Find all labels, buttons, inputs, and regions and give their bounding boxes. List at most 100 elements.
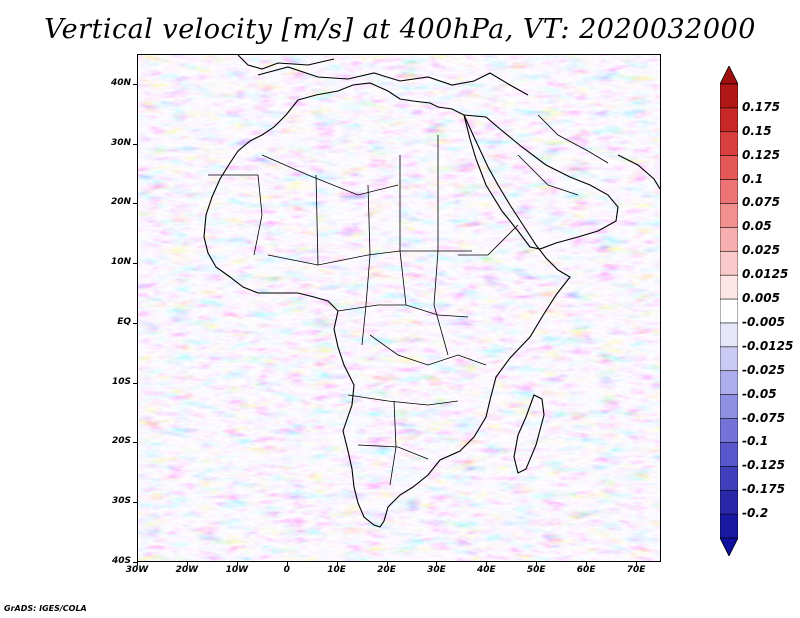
colorbar-segment xyxy=(720,298,738,324)
lon-tick-label: 0 xyxy=(283,565,290,575)
colorbar-segment xyxy=(720,274,738,300)
colorbar-top-arrow xyxy=(720,66,738,85)
mediterranean-coast xyxy=(257,66,529,96)
lon-tick-label: 20E xyxy=(377,565,396,575)
lat-tick-mark xyxy=(133,143,137,145)
border-southern-africa-1 xyxy=(347,394,459,406)
colorbar-segment xyxy=(720,107,738,133)
colorbar-segment xyxy=(720,489,738,515)
lon-tick-label: 10E xyxy=(327,565,346,575)
lat-tick-mark xyxy=(133,502,137,504)
lat-tick-label: 20S xyxy=(111,436,131,447)
border-sahara-south xyxy=(267,250,472,266)
madagascar-coastline xyxy=(513,394,545,474)
colorbar-segment xyxy=(720,155,738,181)
lon-tick-label: 10W xyxy=(225,565,249,575)
colorbar-level-label: 0.005 xyxy=(742,291,780,306)
border-middle-east xyxy=(537,114,609,164)
lon-tick-mark xyxy=(137,562,138,566)
europe-coast xyxy=(237,55,335,70)
colorbar-level-label: 0.025 xyxy=(742,243,780,258)
border-sahara-west xyxy=(208,174,263,256)
border-meridian-3 xyxy=(399,155,407,306)
colorbar-level-label: -0.0125 xyxy=(742,338,794,353)
lat-tick-mark xyxy=(133,382,137,384)
colorbar-level-label: 0.175 xyxy=(742,99,780,114)
colorbar-level-label: -0.05 xyxy=(742,386,777,401)
border-meridian-1 xyxy=(315,174,319,266)
lon-tick-label: 30E xyxy=(427,565,446,575)
colorbar-level-label: -0.075 xyxy=(742,410,785,425)
colorbar-segment xyxy=(720,131,738,157)
colorbar-segment xyxy=(720,203,738,228)
country-borders xyxy=(208,114,609,486)
border-southern-africa-3 xyxy=(389,400,397,486)
lat-tick-mark xyxy=(133,562,137,563)
colorbar-level-label: -0.1 xyxy=(742,434,769,449)
lon-tick-mark xyxy=(636,562,638,566)
lon-tick-label: 70E xyxy=(626,565,646,575)
arabia-coastline xyxy=(463,114,619,250)
colorbar-segment xyxy=(720,394,738,420)
lon-tick-mark xyxy=(536,562,538,566)
map-title: Vertical velocity [m/s] at 400hPa, VT: 2… xyxy=(44,14,756,45)
lat-tick-label: EQ xyxy=(117,316,131,327)
colorbar-segment xyxy=(720,322,738,348)
colorbar-bottom-arrow xyxy=(720,537,738,556)
lat-tick-label: 40N xyxy=(110,77,131,88)
lon-tick-mark xyxy=(436,562,438,566)
lat-tick-label: 30N xyxy=(110,137,131,148)
colorbar-level-label: -0.175 xyxy=(742,482,785,497)
colorbar-level-label: 0.05 xyxy=(742,219,772,234)
colorbar-segment xyxy=(720,513,738,539)
border-meridian-4 xyxy=(433,135,449,356)
border-central-africa xyxy=(337,304,469,318)
lon-tick-mark xyxy=(336,562,338,566)
border-sahara-north xyxy=(261,154,399,196)
colorbar-level-label: -0.2 xyxy=(742,506,769,521)
colorbar-level-label: 0.1 xyxy=(742,171,764,186)
lon-tick-mark xyxy=(386,562,388,566)
lat-tick-mark xyxy=(133,203,137,205)
colorbar-level-label: -0.125 xyxy=(742,458,785,473)
colorbar-segment xyxy=(720,227,738,252)
lat-tick-mark xyxy=(133,322,137,324)
lat-tick-mark xyxy=(133,263,137,265)
lon-tick-label: 30W xyxy=(125,565,149,575)
colorbar-segment xyxy=(720,370,738,396)
border-southern-africa-2 xyxy=(357,444,429,460)
coastlines xyxy=(203,55,660,528)
lat-tick-mark xyxy=(133,83,137,85)
lon-tick-mark xyxy=(486,562,488,566)
lat-tick-label: 10S xyxy=(111,376,131,387)
colorbar-level-label: 0.0125 xyxy=(742,267,789,282)
lon-tick-label: 60E xyxy=(576,565,596,575)
grads-credit: GrADS: IGES/COLA xyxy=(4,604,87,613)
lat-tick-label: 10N xyxy=(110,257,131,268)
colorbar-segment xyxy=(720,442,738,467)
lon-tick-mark xyxy=(236,562,238,566)
border-east-africa xyxy=(369,334,487,366)
colorbar-segment xyxy=(720,346,738,372)
colorbar-level-label: 0.075 xyxy=(742,195,780,210)
lon-tick-mark xyxy=(186,562,188,566)
border-arabia xyxy=(517,154,579,196)
lat-tick-label: 40S xyxy=(111,556,131,566)
africa-coastline xyxy=(203,82,571,528)
colorbar-level-label: 0.125 xyxy=(742,147,780,162)
lon-tick-label: 20W xyxy=(175,565,199,575)
lon-tick-mark xyxy=(286,562,288,566)
lon-tick-label: 50E xyxy=(526,565,546,575)
india-coast xyxy=(617,154,660,190)
velocity-field-map xyxy=(138,55,660,561)
border-red-sea-region xyxy=(458,224,519,256)
lon-tick-mark xyxy=(586,562,588,566)
lat-tick-label: 20N xyxy=(110,197,131,208)
colorbar xyxy=(720,66,738,556)
colorbar-segment xyxy=(720,250,738,276)
colorbar-segment xyxy=(720,179,738,205)
colorbar-level-label: -0.005 xyxy=(742,314,785,329)
colorbar-level-label: 0.15 xyxy=(742,123,772,138)
colorbar-segment xyxy=(720,466,738,491)
colorbar-segment xyxy=(720,418,738,444)
